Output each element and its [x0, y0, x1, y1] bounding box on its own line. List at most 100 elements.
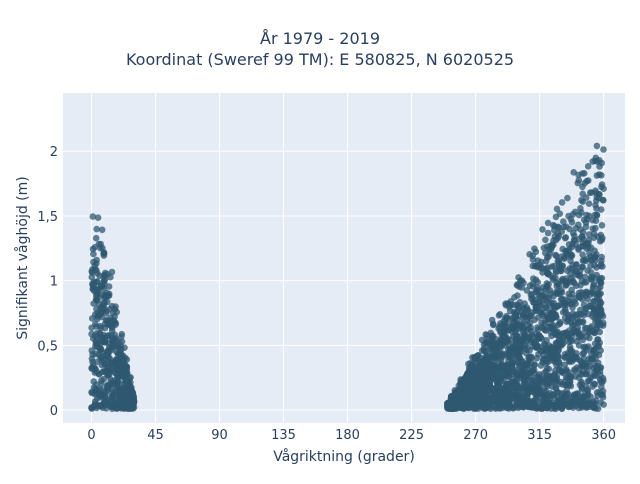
data-point: [544, 346, 552, 354]
data-point: [562, 234, 570, 241]
data-point: [130, 399, 138, 406]
data-point: [493, 340, 500, 347]
data-point: [597, 364, 605, 371]
data-point: [567, 257, 574, 265]
data-point: [597, 371, 604, 379]
data-point: [527, 359, 535, 367]
data-point: [475, 363, 482, 370]
data-point: [577, 205, 584, 212]
data-point: [98, 226, 106, 234]
data-point: [97, 240, 104, 248]
data-point: [94, 315, 101, 323]
data-point: [583, 400, 591, 408]
data-point: [89, 213, 97, 220]
data-point: [584, 386, 591, 394]
data-point: [552, 313, 560, 321]
data-point: [543, 280, 551, 287]
data-point: [576, 271, 584, 279]
data-point: [579, 263, 586, 271]
data-point: [558, 199, 566, 206]
data-point: [516, 344, 524, 352]
data-point: [518, 358, 526, 366]
y-tick-label: 0: [50, 404, 58, 419]
data-point: [590, 402, 598, 410]
data-point: [100, 375, 107, 383]
data-point: [539, 324, 547, 332]
x-tick-label: 225: [399, 428, 424, 443]
data-point: [95, 391, 103, 399]
data-point: [547, 246, 555, 253]
data-point: [497, 398, 505, 406]
data-point: [526, 403, 533, 411]
data-point: [559, 295, 566, 303]
data-point: [93, 343, 101, 351]
data-point: [598, 253, 605, 261]
data-point: [593, 142, 601, 150]
data-point: [592, 187, 599, 194]
data-point: [541, 394, 548, 401]
chart-title-line-2: Koordinat (Sweref 99 TM): E 580825, N 60…: [125, 50, 515, 69]
data-point: [478, 380, 486, 387]
data-point: [583, 211, 590, 219]
data-point: [554, 257, 562, 265]
data-point: [537, 362, 545, 369]
data-point: [447, 396, 455, 403]
data-point: [587, 262, 594, 270]
data-point: [495, 312, 503, 319]
data-point: [508, 360, 515, 368]
data-point: [514, 308, 521, 315]
data-point: [123, 401, 130, 409]
data-point: [471, 355, 479, 363]
y-tick-label: 0,5: [37, 339, 58, 354]
data-point: [593, 271, 600, 279]
data-point: [481, 355, 488, 363]
data-point: [570, 353, 578, 360]
data-point: [584, 163, 592, 170]
data-point: [579, 190, 586, 198]
data-point: [551, 347, 558, 354]
y-tick-label: 1,5: [37, 210, 58, 225]
data-point: [498, 374, 505, 382]
y-tick-label: 2: [50, 145, 58, 160]
data-point: [520, 387, 528, 394]
data-point: [518, 277, 526, 285]
data-point: [532, 391, 540, 399]
data-point: [589, 216, 596, 224]
data-point: [501, 321, 508, 328]
data-point: [578, 196, 585, 204]
data-point: [556, 320, 564, 327]
data-point: [544, 270, 551, 278]
data-point: [514, 292, 521, 299]
data-point: [461, 404, 468, 412]
data-point: [555, 380, 563, 388]
data-point: [569, 290, 576, 298]
data-point: [547, 405, 555, 412]
data-point: [581, 363, 589, 370]
data-point: [514, 371, 522, 379]
data-point: [88, 355, 96, 363]
data-point: [501, 315, 509, 322]
data-point: [125, 379, 132, 386]
data-point: [572, 241, 580, 248]
data-point: [502, 362, 510, 369]
data-point: [550, 304, 558, 311]
data-point: [482, 339, 489, 347]
data-point: [103, 307, 110, 315]
x-tick-label: 90: [211, 428, 228, 443]
data-point: [550, 226, 558, 234]
x-tick-label: 360: [591, 428, 616, 443]
data-point: [95, 294, 103, 301]
data-point: [520, 311, 527, 319]
data-point: [96, 272, 103, 280]
data-point: [118, 338, 126, 345]
data-point: [555, 359, 563, 366]
data-point: [593, 205, 600, 212]
data-point: [495, 345, 503, 352]
data-point: [590, 329, 598, 336]
x-axis-label: Vågriktning (grader): [273, 448, 415, 465]
data-point: [448, 401, 456, 409]
data-point: [527, 291, 535, 299]
data-point: [107, 273, 114, 281]
data-point: [598, 236, 606, 244]
